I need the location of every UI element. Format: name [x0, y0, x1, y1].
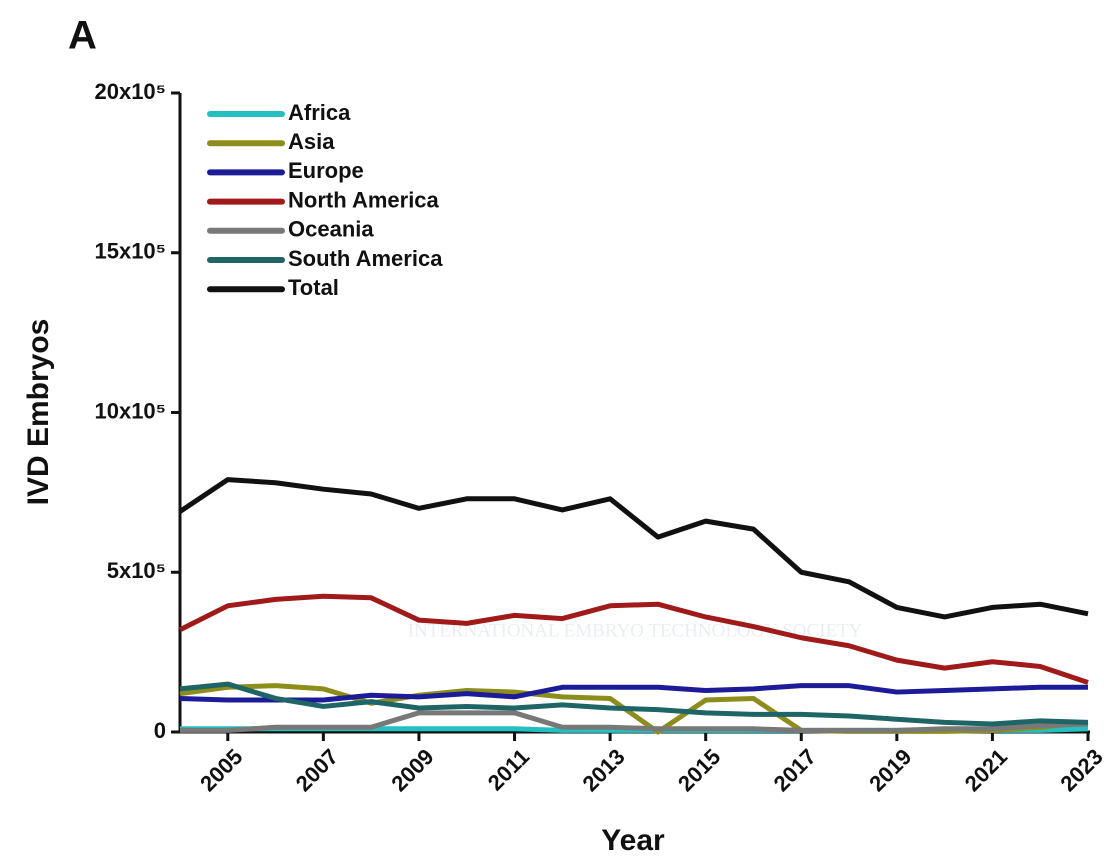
y-tick-label: 0 [154, 718, 166, 743]
series-line [178, 593, 1089, 685]
x-tick-label: 2009 [386, 744, 438, 796]
y-tick-label: 15x10⁵ [94, 239, 166, 264]
y-tick-label: 5x10⁵ [107, 558, 166, 583]
y-tick-label: 10x10⁵ [94, 398, 166, 423]
series-line [179, 681, 1089, 727]
x-tick-label: 2007 [291, 744, 343, 796]
x-axis-title: Year [601, 824, 665, 857]
series-line [178, 477, 1089, 620]
panel-label: A [68, 14, 97, 58]
y-axis-title: IVD Embryos [22, 319, 55, 506]
x-tick-label: 2005 [195, 744, 247, 796]
legend-label: Asia [288, 129, 335, 154]
x-tick-label: 2013 [577, 744, 629, 796]
x-tick-label: 2015 [673, 744, 725, 796]
y-tick-label: 20x10⁵ [94, 79, 166, 104]
legend-label: North America [288, 187, 440, 212]
x-tick-label: 2023 [1055, 744, 1104, 796]
x-tick-label: 2011 [483, 744, 534, 795]
legend-label: Total [288, 275, 339, 300]
series-line [179, 683, 1088, 703]
x-tick-label: 2019 [864, 744, 916, 796]
x-tick-label: 2021 [960, 744, 1012, 796]
x-tick-label: 2017 [769, 744, 821, 796]
legend-label: South America [288, 246, 443, 271]
series-line [180, 710, 1089, 733]
legend-label: Europe [288, 158, 364, 183]
legend-label: Africa [288, 100, 351, 125]
legend-label: Oceania [288, 217, 374, 242]
